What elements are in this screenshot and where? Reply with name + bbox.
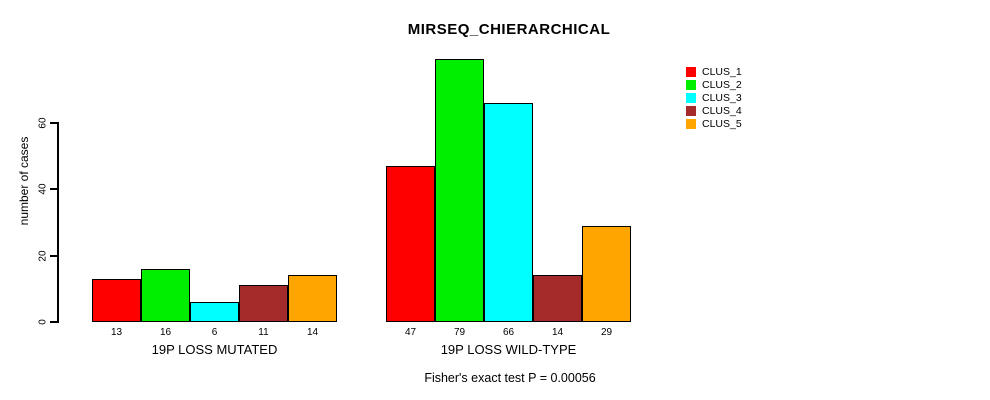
bar-clus_5-group1 [288,275,337,322]
bar-value-label: 66 [502,327,515,338]
legend-swatch-clus_1 [686,67,696,77]
y-tick-label-0: 0 [37,319,49,325]
bar-value-label: 14 [306,327,319,338]
bar-clus_2-group1 [141,269,190,322]
fisher-test-annotation: Fisher's exact test P = 0.00056 [424,371,596,385]
y-tick-label-20: 20 [37,249,49,262]
y-tick-label-40: 40 [37,183,49,195]
bar-clus_3-group2 [484,103,533,322]
group-label-1: 19P LOSS MUTATED [151,342,278,357]
y-axis-title: number of cases [17,136,31,226]
y-tick-0 [50,321,57,323]
chart-title: MIRSEQ_CHIERARCHICAL [407,21,611,38]
bar-clus_1-group1 [92,279,141,322]
bar-value-label: 11 [258,327,269,338]
legend-swatch-clus_3 [686,93,696,103]
legend-label-clus_5: CLUS_5 [702,118,742,130]
bar-value-label: 16 [159,327,172,338]
bar-clus_1-group2 [386,166,435,322]
y-axis-line [57,122,59,323]
group-label-2: 19P LOSS WILD-TYPE [440,342,577,357]
legend-swatch-clus_4 [686,106,696,116]
bar-value-label: 79 [453,327,466,338]
legend-swatch-clus_2 [686,80,696,90]
legend-swatch-clus_5 [686,119,696,129]
bar-clus_4-group2 [533,275,582,322]
legend-label-clus_1: CLUS_1 [702,66,742,78]
y-tick-60 [50,121,57,124]
bar-clus_3-group1 [190,302,239,322]
legend-label-clus_2: CLUS_2 [702,79,742,91]
bar-value-label: 13 [110,327,123,338]
bar-clus_2-group2 [435,59,484,322]
bar-value-label: 14 [551,327,564,338]
legend-label-clus_3: CLUS_3 [702,92,742,104]
bar-value-label: 6 [211,327,218,338]
bar-value-label: 47 [404,327,417,338]
y-tick-40 [50,188,57,190]
y-tick-label-60: 60 [37,116,49,129]
y-tick-20 [50,254,57,257]
bar-value-label: 29 [600,327,613,338]
bar-clus_4-group1 [239,285,288,322]
bar-clus_5-group2 [582,226,631,322]
legend-label-clus_4: CLUS_4 [702,105,742,117]
